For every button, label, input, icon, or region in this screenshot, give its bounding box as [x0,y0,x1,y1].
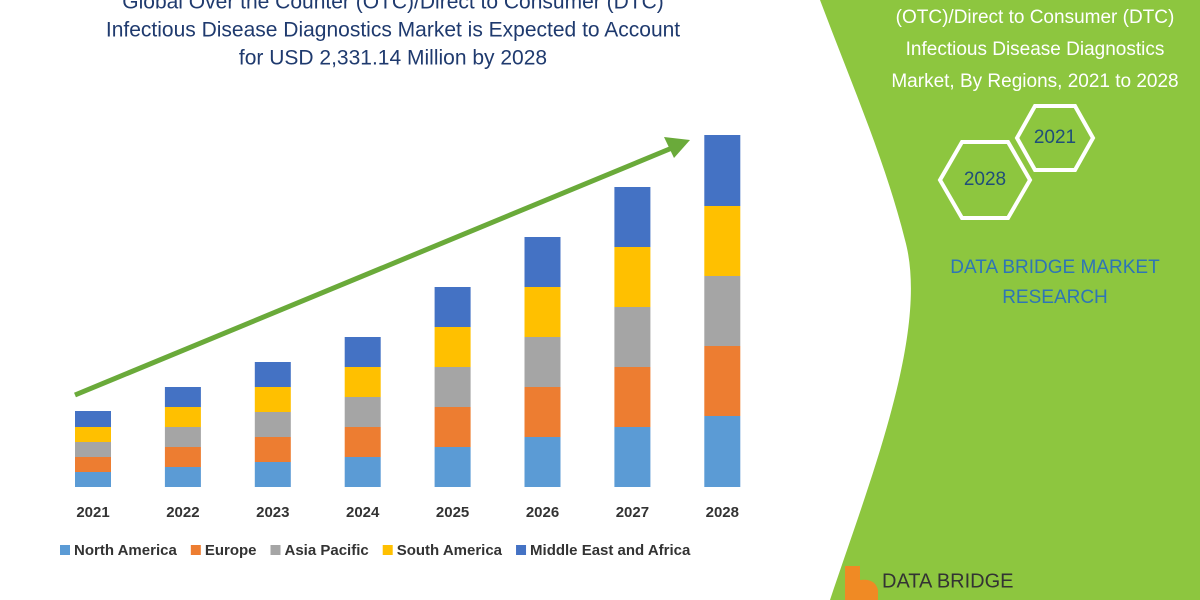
logo-icon [845,566,878,600]
x-tick-label: 2021 [76,504,109,521]
bar-segment [164,427,201,447]
chart-title: Infectious Disease Diagnostics Market is… [106,19,680,42]
bar-segment [614,187,651,247]
bar-segment [524,337,561,387]
legend-swatch [382,545,393,555]
bar-segment [614,367,651,427]
chart-title: for USD 2,331.14 Million by 2028 [239,47,547,70]
legend-swatch [190,545,201,555]
bar-segment [344,427,381,457]
bar-segment [344,457,381,487]
legend-swatch [516,545,527,555]
bar-segment [164,407,201,427]
bar-segment [75,472,111,487]
bar-segment [434,287,471,327]
hexagon-label: 2021 [1034,127,1076,148]
bar-segment [164,467,201,487]
bar-segment [344,397,381,427]
bar-segment [524,287,561,337]
bar-segment [254,462,291,487]
bar-segment [75,427,111,442]
bar-segment [254,387,291,412]
trend-arrow [74,145,673,398]
panel-title: Market, By Regions, 2021 to 2028 [891,71,1178,92]
x-tick-label: 2028 [706,504,739,521]
bar-segment [704,346,741,416]
bar-segment [524,237,561,287]
legend-label: Asia Pacific [285,542,369,559]
x-tick-label: 2022 [166,504,199,521]
chart-title: Global Over the Counter (OTC)/Direct to … [122,0,663,14]
bar-segment [704,135,741,206]
bar-segment [614,307,651,367]
legend-label: Europe [205,542,257,559]
hexagon [937,140,1033,220]
logo-text: DATA BRIDGE [882,570,1014,592]
bar-segment [614,247,651,307]
panel-title: (OTC)/Direct to Consumer (DTC) [896,7,1175,28]
bar-segment [434,367,471,407]
bar-segment [434,327,471,367]
bar-segment [614,427,651,487]
bar-segment [434,407,471,447]
bar-segment [164,447,201,467]
brand-text: DATA BRIDGE MARKET [950,257,1160,278]
bar-segment [164,387,201,407]
brand-text: RESEARCH [1002,287,1108,308]
bar-segment [704,206,741,276]
bar-segment [524,437,561,487]
bar-segment [75,442,111,457]
bar-segment [704,416,741,487]
bar-segment [254,437,291,462]
panel-title: Infectious Disease Diagnostics [906,39,1165,60]
bar-segment [434,447,471,487]
x-tick-label: 2026 [526,504,559,521]
x-tick-label: 2027 [616,504,649,521]
hexagon [1014,104,1096,172]
legend-swatch [60,545,70,555]
legend-swatch [270,545,281,555]
arrow-head [664,137,690,158]
bar-segment [524,387,561,437]
bar-segment [254,412,291,437]
legend-label: Middle East and Africa [530,542,691,559]
bar-segment [75,457,111,472]
x-tick-label: 2024 [346,504,380,521]
bar-segment [344,367,381,397]
bar-segment [704,276,741,346]
bar-segment [254,362,291,387]
x-tick-label: 2023 [256,504,289,521]
bar-segment [344,337,381,367]
side-panel [820,0,1200,600]
bar-segment [75,411,111,427]
hexagon-label: 2028 [964,169,1006,190]
legend-label: South America [397,542,503,559]
x-tick-label: 2025 [436,504,469,521]
legend-label: North America [74,542,177,559]
